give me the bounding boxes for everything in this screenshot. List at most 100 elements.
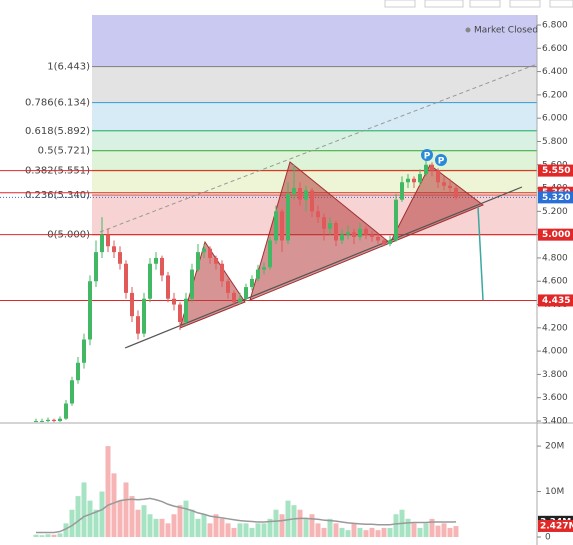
volume-bar xyxy=(87,500,93,537)
volume-bar xyxy=(105,446,111,537)
volume-bar xyxy=(123,482,129,537)
y-tick-label: 5.800 xyxy=(542,137,568,147)
volume-bar xyxy=(273,509,279,537)
volume-bar xyxy=(411,523,417,537)
volume-bar xyxy=(129,496,135,537)
candle-body xyxy=(280,211,284,241)
candle-body xyxy=(256,269,260,279)
marker-label: P xyxy=(424,152,431,162)
candle-body xyxy=(40,421,44,422)
candle-body xyxy=(250,278,254,288)
patterns xyxy=(99,63,538,349)
volume-bar xyxy=(291,505,297,537)
y-tick-label: 6.800 xyxy=(542,21,568,31)
volume-bar xyxy=(243,523,249,537)
candle-body xyxy=(316,211,320,218)
marker-label: P xyxy=(438,157,445,167)
volume-bar xyxy=(369,527,375,537)
volume-bar xyxy=(231,527,237,537)
volume-bar xyxy=(267,518,273,537)
volume-bar xyxy=(417,527,423,537)
volume-bar xyxy=(423,523,429,537)
volume-bar xyxy=(255,523,261,537)
candle-body xyxy=(196,252,200,270)
volume-bar xyxy=(333,523,339,537)
volume-bar xyxy=(141,505,147,537)
y-tick-label: 4.000 xyxy=(542,347,568,357)
toolbar-button[interactable] xyxy=(424,0,464,8)
toolbar-button[interactable] xyxy=(549,0,573,8)
volume-bar xyxy=(117,500,123,537)
toolbar-button[interactable] xyxy=(384,0,416,8)
candle-body xyxy=(52,419,56,421)
y-tick-label: 4.200 xyxy=(542,323,568,333)
volume-bar xyxy=(219,518,225,537)
price-tag-label: 5.320 xyxy=(542,193,570,203)
volume-bar xyxy=(405,518,411,537)
toolbar-button[interactable] xyxy=(469,0,501,8)
volume-bar xyxy=(285,500,291,537)
v-tick-label: 10M xyxy=(545,487,564,497)
volume-bar xyxy=(441,523,447,537)
volume-bar xyxy=(201,514,207,537)
candle-body xyxy=(112,246,116,253)
volume-bar xyxy=(429,518,435,537)
candle-body xyxy=(298,188,302,200)
price-tag xyxy=(538,228,573,241)
trend-channel xyxy=(99,63,538,233)
candle-body xyxy=(424,164,428,175)
volume-bar xyxy=(177,505,183,537)
candle-body xyxy=(166,275,170,299)
fib-band xyxy=(92,102,537,131)
candle-body xyxy=(160,257,164,276)
toolbar-button[interactable] xyxy=(509,0,541,8)
volume-bar xyxy=(261,523,267,537)
volume-bar xyxy=(279,514,285,537)
candle-body xyxy=(76,362,80,381)
candle-body xyxy=(70,380,74,404)
volume-bar xyxy=(315,523,321,537)
candle-body xyxy=(184,298,188,322)
candle-body xyxy=(370,234,374,237)
marker xyxy=(435,154,447,166)
candle-body xyxy=(124,263,128,293)
candle-body xyxy=(442,182,446,186)
v-tick-label: 20M xyxy=(545,442,564,452)
volume-bar xyxy=(375,530,381,537)
y-tick-label: 6.200 xyxy=(542,90,568,100)
volume-bar xyxy=(309,514,315,537)
y-tick-label: 5.200 xyxy=(542,207,568,217)
volume-bar xyxy=(387,527,393,537)
volume-bar xyxy=(81,482,87,537)
volume-bar xyxy=(297,509,303,537)
candle-body xyxy=(148,263,152,299)
candle-body xyxy=(304,190,308,200)
candle-body xyxy=(226,281,230,293)
candle-body xyxy=(202,248,206,253)
candle-body xyxy=(178,304,182,322)
candle-body xyxy=(430,164,434,171)
candle-body xyxy=(448,185,452,189)
volume-bar xyxy=(39,535,45,537)
volume-bar xyxy=(393,514,399,537)
volume-bar xyxy=(357,527,363,537)
candle-body xyxy=(352,232,356,237)
candle-body xyxy=(364,228,368,235)
volume-bar xyxy=(135,509,141,537)
candle-body xyxy=(58,418,62,421)
fib-label: 1(6.443) xyxy=(47,62,90,73)
volume-bar xyxy=(159,518,165,537)
candle-body xyxy=(142,298,146,334)
candle-body xyxy=(412,178,416,183)
volume-bar xyxy=(165,523,171,537)
volume-bar xyxy=(363,530,369,537)
candle-body xyxy=(346,232,350,235)
volume-bar xyxy=(207,523,213,537)
market-status: Market Closed xyxy=(474,26,538,36)
candle-body xyxy=(454,188,458,198)
candle-body xyxy=(394,199,398,241)
price-tag-label: 5.550 xyxy=(542,166,570,176)
fib-label: 0.618(5.892) xyxy=(25,126,90,137)
candle-body xyxy=(34,421,38,422)
candle-body xyxy=(274,211,278,241)
